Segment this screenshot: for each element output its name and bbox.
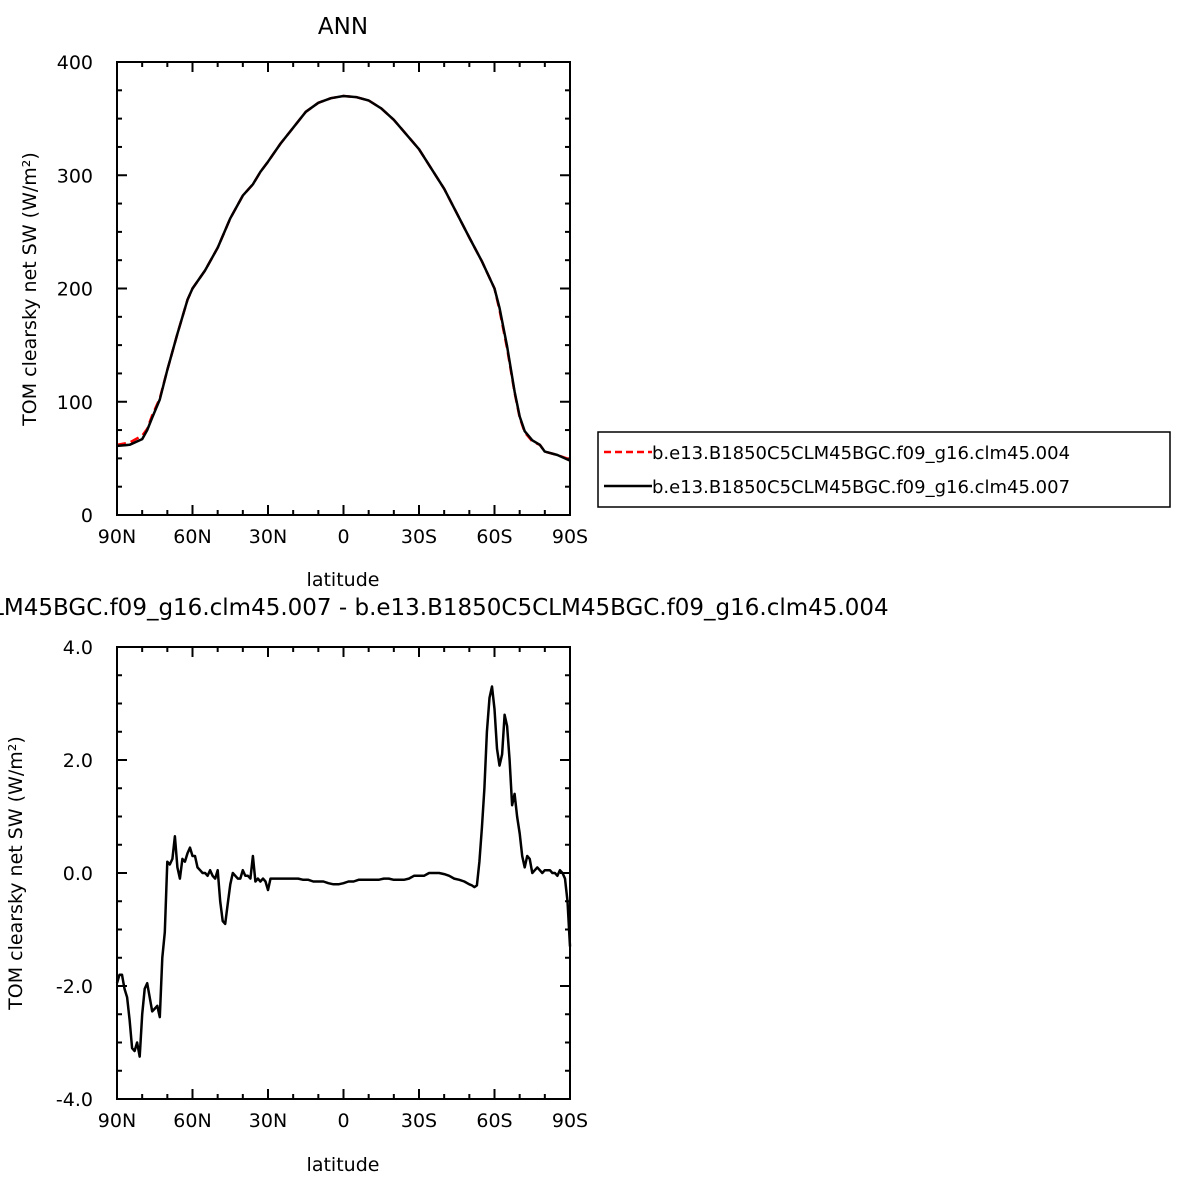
top-x-tick-label: 30S (401, 526, 437, 548)
top-plot-frame (116, 61, 571, 516)
bottom-series-line-0 (115, 685, 572, 1058)
bottom-series-lines (115, 685, 572, 1058)
bottom-x-axis-label: latitude (307, 1154, 380, 1176)
bottom-x-tick-label: 60S (476, 1110, 512, 1132)
top-series-line-1 (116, 94, 571, 462)
legend-label-007: b.e13.B1850C5CLM45BGC.f09_g16.clm45.007 (652, 477, 1070, 498)
bottom-x-tick-label: 90S (552, 1110, 588, 1132)
bottom-y-axis-label: TOM clearsky net SW (W/m²) (5, 736, 27, 1011)
top-x-tick-label: 60N (173, 526, 211, 548)
top-x-tick-label: 90S (552, 526, 588, 548)
bottom-chart-title: b.e13.B1850C5CLM45BGC.f09_g16.clm45.007 … (0, 595, 889, 621)
bottom-x-tick-label: 90N (98, 1110, 136, 1132)
top-chart-title: ANN (318, 14, 368, 40)
top-y-tick-label: 200 (57, 279, 93, 301)
bottom-y-tick-label: 4.0 (63, 637, 93, 659)
bottom-x-tick-label: 30S (401, 1110, 437, 1132)
legend: b.e13.B1850C5CLM45BGC.f09_g16.clm45.004 … (597, 431, 1171, 508)
bottom-x-tick-label: 60N (173, 1110, 211, 1132)
bottom-y-tick-label: 0.0 (63, 863, 93, 885)
top-panel: ANN TOM clearsky net SW (W/m²) latitude … (19, 14, 588, 591)
top-y-tick-label: 100 (57, 392, 93, 414)
bottom-x-tick-label: 30N (249, 1110, 287, 1132)
bottom-panel: b.e13.B1850C5CLM45BGC.f09_g16.clm45.007 … (0, 595, 889, 1176)
bottom-axis-ticks: 90N 60N 30N 0 30S 60S 90S -4.0 -2.0 0.0 2.0 4.0 (56, 637, 588, 1132)
top-y-tick-label: 0 (81, 505, 93, 527)
top-series-lines (116, 94, 571, 462)
legend-label-004: b.e13.B1850C5CLM45BGC.f09_g16.clm45.004 (652, 443, 1070, 464)
top-x-tick-label: 0 (337, 526, 349, 548)
top-x-axis-label: latitude (307, 569, 380, 591)
legend-box (597, 431, 1171, 508)
top-y-tick-label: 400 (57, 52, 93, 74)
bottom-x-tick-label: 0 (337, 1110, 349, 1132)
bottom-y-tick-label: -2.0 (56, 976, 93, 998)
top-x-tick-label: 60S (476, 526, 512, 548)
bottom-plot-frame (116, 646, 571, 1100)
top-x-tick-label: 30N (249, 526, 287, 548)
top-axis-ticks: 90N 60N 30N 0 30S 60S 90S 0 100 200 300 400 (57, 52, 588, 548)
top-y-axis-label: TOM clearsky net SW (W/m²) (19, 152, 41, 427)
bottom-y-tick-label: -4.0 (56, 1089, 93, 1111)
top-x-tick-label: 90N (98, 526, 136, 548)
bottom-y-tick-label: 2.0 (63, 750, 93, 772)
top-y-tick-label: 300 (57, 165, 93, 187)
top-series-line-0 (116, 94, 571, 461)
